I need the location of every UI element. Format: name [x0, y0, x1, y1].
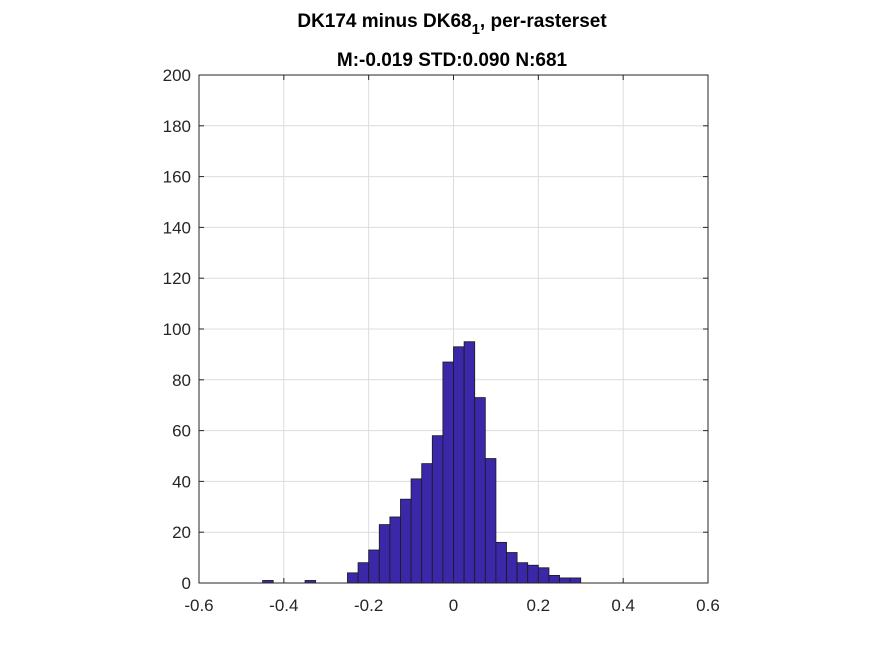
histogram-bar — [410, 478, 423, 584]
y-tick-label: 60 — [172, 422, 191, 441]
x-tick-label: -0.4 — [269, 596, 298, 615]
y-tick-label: 160 — [163, 168, 191, 187]
y-tick-label: 140 — [163, 218, 191, 237]
histogram-bar — [559, 577, 571, 584]
histogram-bar — [378, 524, 391, 584]
x-tick-label: -0.6 — [184, 596, 213, 615]
histogram-bar — [453, 346, 465, 584]
histogram-bar — [506, 552, 518, 584]
histogram-bar — [484, 458, 497, 584]
y-tick-labels: 0 20 40 60 80 100 120 140 160 180 200 — [163, 66, 191, 593]
chart-title-tail: , per-rasterset — [480, 11, 607, 32]
histogram-bar — [400, 498, 412, 584]
y-tick-label: 0 — [182, 574, 191, 593]
histogram-bar — [368, 549, 380, 584]
chart-title: DK174 minus DK681, per-rasterset — [297, 11, 607, 38]
x-tick-label: 0.2 — [527, 596, 551, 615]
y-tick-label: 100 — [163, 320, 191, 339]
histogram-bar — [431, 435, 444, 584]
histogram-bar — [389, 516, 401, 584]
chart-title-subscript: 1 — [472, 21, 480, 38]
y-tick-label: 40 — [172, 472, 191, 491]
histogram-bar — [527, 564, 539, 584]
y-tick-label: 200 — [163, 66, 191, 85]
histogram-bar — [442, 361, 454, 584]
histogram-bars — [262, 341, 582, 584]
chart-subtitle: M:-0.019 STD:0.090 N:681 — [337, 50, 568, 71]
histogram-bar — [516, 562, 529, 584]
y-tick-label: 80 — [172, 371, 191, 390]
x-tick-label: 0.6 — [696, 596, 720, 615]
chart-title-main: DK174 minus DK68 — [297, 11, 471, 32]
histogram-bar — [548, 574, 560, 584]
y-tick-label: 180 — [163, 117, 191, 136]
histogram-bar — [537, 567, 550, 584]
y-tick-label: 20 — [172, 523, 191, 542]
histogram-bar — [421, 463, 433, 584]
x-tick-label: -0.2 — [354, 596, 383, 615]
histogram-bar — [357, 562, 370, 584]
y-tick-label: 120 — [163, 269, 191, 288]
x-tick-labels: -0.6 -0.4 -0.2 0 0.2 0.4 0.6 — [184, 596, 719, 615]
x-tick-label: 0 — [449, 596, 458, 615]
plot-area: -0.6 -0.4 -0.2 0 0.2 0.4 0.6 0 20 40 60 80 100 120 14… — [163, 66, 720, 615]
histogram-bar — [569, 577, 582, 584]
histogram-bar — [495, 541, 507, 584]
histogram-bar — [347, 572, 359, 584]
axis-ticks — [198, 74, 709, 584]
x-tick-label: 0.4 — [611, 596, 635, 615]
histogram-bar — [474, 397, 486, 584]
histogram-bar — [463, 341, 476, 584]
